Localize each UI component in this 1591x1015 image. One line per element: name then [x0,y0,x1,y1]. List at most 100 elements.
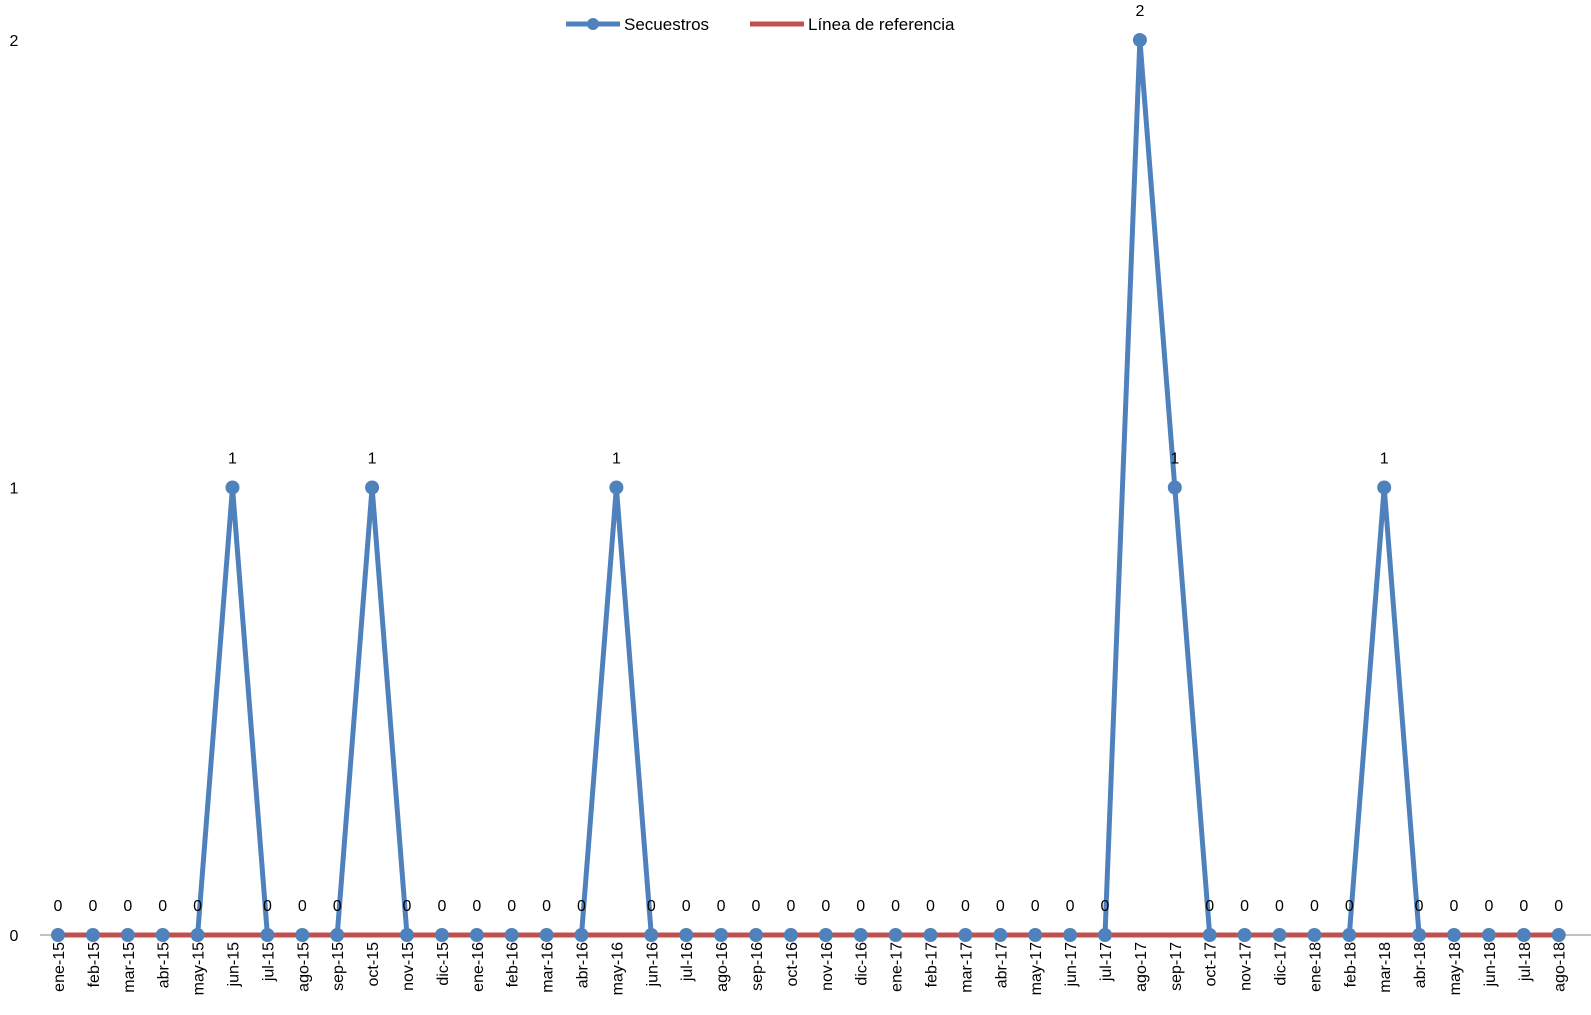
y-axis: 0 1 2 [10,33,19,945]
y-tick-label: 0 [10,928,19,945]
x-tick-label: ene-16 [470,942,487,992]
data-point-secuestros [225,480,240,495]
data-label-secuestros: 0 [507,898,516,915]
data-label-secuestros: 0 [682,898,691,915]
x-tick-label: oct-16 [784,942,801,987]
data-label-secuestros: 0 [1554,898,1563,915]
x-tick-label: mar-18 [1377,942,1394,993]
data-point-secuestros [1412,928,1427,942]
data-point-secuestros [958,928,973,942]
x-tick-label: nov-15 [400,942,417,991]
x-tick-label: feb-17 [924,942,941,987]
x-tick-label: sep-15 [330,942,347,991]
data-label-secuestros: 0 [856,898,865,915]
x-tick-label: abr-17 [993,942,1010,988]
x-tick-label: may-15 [191,942,208,995]
x-tick-label: nov-17 [1238,942,1255,991]
x-tick-label: jun-18 [1482,942,1499,988]
legend-item-secuestros: Secuestros [566,15,709,34]
data-point-secuestros [1063,928,1078,942]
data-point-secuestros [1377,480,1392,495]
data-point-secuestros [1272,928,1287,942]
x-tick-label: jun-16 [644,942,661,988]
legend-item-linea-de-referencia: Línea de referencia [750,15,955,34]
x-tick-label: jun-17 [1063,942,1080,988]
data-point-secuestros [714,928,729,942]
data-label-secuestros: 0 [1345,898,1354,915]
x-tick-label: dic-15 [435,942,452,986]
data-point-secuestros [120,928,135,942]
data-label-secuestros: 0 [158,898,167,915]
data-label-secuestros: 0 [472,898,481,915]
data-point-secuestros [1342,928,1357,942]
x-tick-label: abr-16 [575,942,592,988]
data-label-secuestros: 0 [1450,898,1459,915]
x-tick-label: jul-15 [260,942,277,982]
data-point-secuestros [51,928,65,942]
data-label-secuestros: 1 [368,451,377,468]
x-tick-label: ago-17 [1133,942,1150,992]
data-label-secuestros: 0 [1066,898,1075,915]
data-label-secuestros: 0 [752,898,761,915]
data-point-secuestros [504,928,519,942]
plot-area: 0 0 0 0 0 1 0 0 0 1 0 0 0 0 0 0 1 0 0 0 0 0 0 0 0 0 0 0 0 0 0 2 1 0 0 0 0 0 1 0… [51,3,1566,942]
x-tick-label: mar-15 [121,942,138,993]
data-point-secuestros [1098,928,1112,942]
x-tick-label: abr-15 [156,942,173,988]
data-label-secuestros: 0 [1101,898,1110,915]
x-tick-label: jul-18 [1517,942,1534,982]
x-tick-label: jul-17 [1098,942,1115,982]
x-tick-label: ene-17 [889,942,906,992]
data-point-secuestros [1028,928,1043,942]
data-point-secuestros [888,928,903,942]
y-tick-label: 2 [10,33,19,50]
data-point-secuestros [923,928,938,942]
x-tick-label: ago-16 [714,942,731,992]
data-point-secuestros [469,928,484,942]
series-line-secuestros [58,37,1559,938]
y-tick-label: 1 [10,481,19,498]
data-label-secuestros: 1 [612,451,621,468]
data-point-secuestros [993,928,1008,942]
data-point-secuestros [434,928,449,942]
data-point-secuestros [85,928,100,942]
legend: Secuestros Línea de referencia [566,15,955,34]
data-label-secuestros: 0 [193,898,202,915]
data-label-secuestros: 0 [717,898,726,915]
data-label-secuestros: 0 [403,898,412,915]
data-label-secuestros: 0 [542,898,551,915]
x-tick-label: ene-18 [1307,942,1324,992]
data-label-secuestros: 1 [228,451,237,468]
data-label-secuestros: 0 [1031,898,1040,915]
x-tick-label: nov-16 [819,942,836,991]
data-label-secuestros: 1 [1380,451,1389,468]
x-tick-label: mar-16 [540,942,557,993]
x-tick-label: oct-15 [365,942,382,987]
data-label-secuestros: 1 [1170,451,1179,468]
data-point-secuestros [609,480,624,495]
data-point-secuestros [1202,928,1217,942]
data-label-secuestros: 0 [1205,898,1214,915]
x-tick-label: ago-18 [1552,942,1569,992]
x-tick-label: mar-17 [958,942,975,993]
data-point-secuestros [818,928,833,942]
x-tick-label: may-17 [1028,942,1045,995]
data-point-secuestros [539,928,554,942]
data-label-secuestros: 0 [996,898,1005,915]
x-tick-label: sep-16 [749,942,766,991]
data-label-secuestros: 0 [123,898,132,915]
data-point-secuestros [853,928,868,942]
data-label-secuestros: 0 [1519,898,1528,915]
data-point-secuestros [400,928,414,942]
data-label-secuestros: 0 [437,898,446,915]
data-label-secuestros: 0 [891,898,900,915]
data-label-secuestros: 0 [961,898,970,915]
x-tick-label: sep-17 [1168,942,1185,991]
data-point-secuestros [1307,928,1322,942]
data-point-secuestros [190,928,205,942]
data-point-secuestros [295,928,310,942]
legend-label-linea-de-referencia: Línea de referencia [808,15,955,34]
x-tick-label: feb-16 [505,942,522,987]
data-label-secuestros: 0 [54,898,63,915]
